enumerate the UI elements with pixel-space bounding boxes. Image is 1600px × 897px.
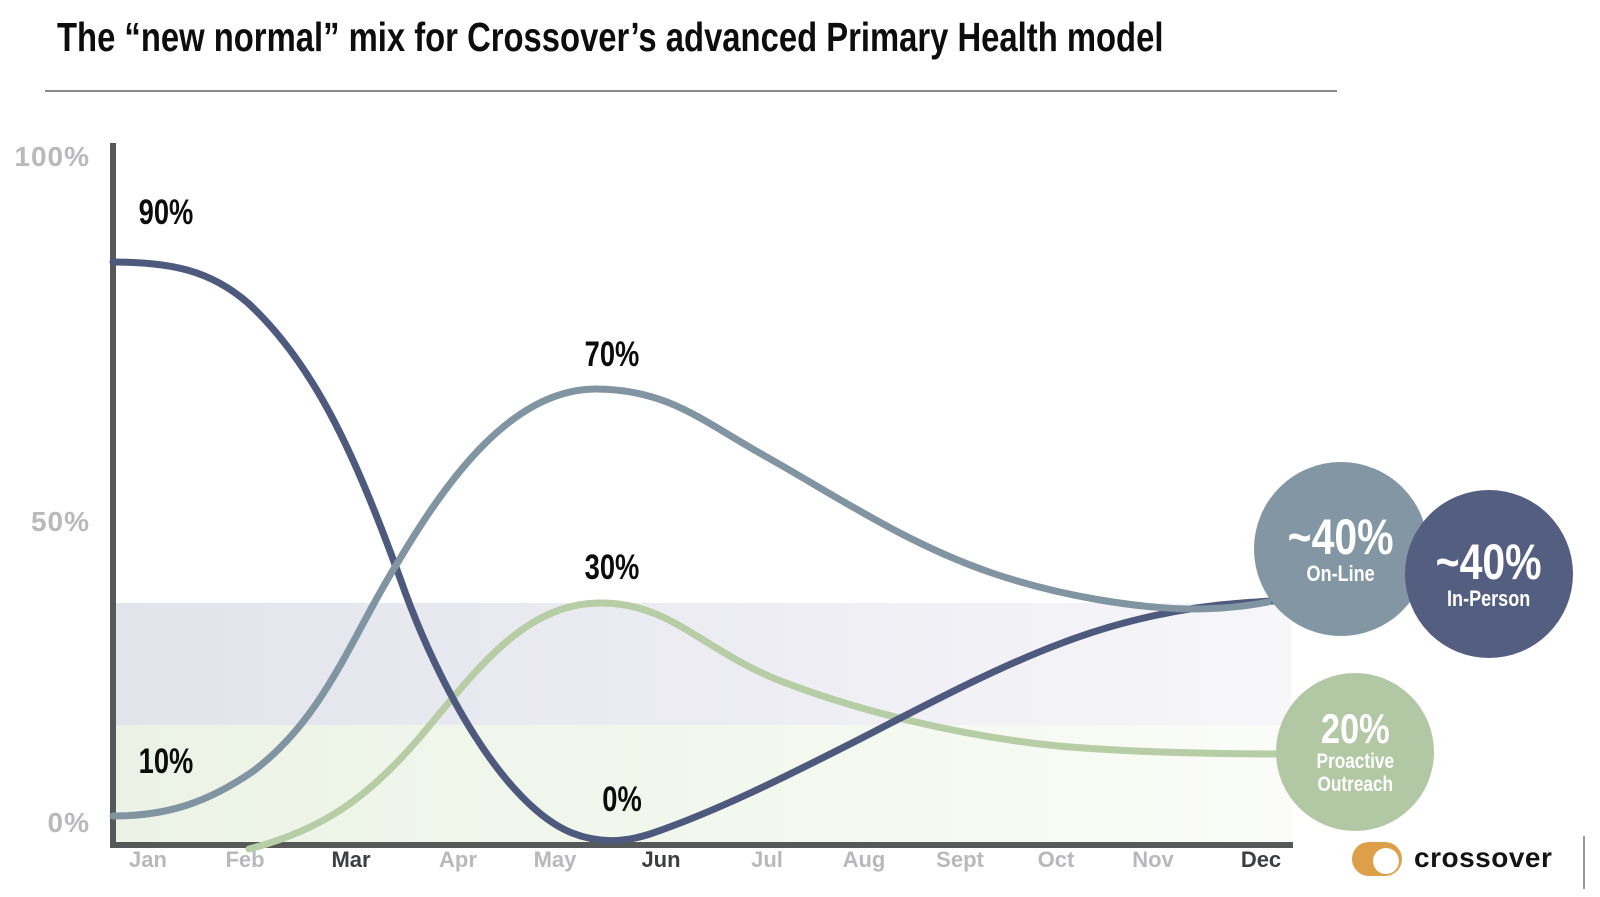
y-tick-0: 0% (47, 807, 90, 838)
x-tick-jan: Jan (129, 847, 167, 872)
bubble-on-line: ~40% On-Line (1254, 462, 1428, 636)
title-divider (45, 90, 1337, 92)
y-axis (110, 143, 116, 848)
x-tick-sept: Sept (936, 847, 984, 872)
bubble-in-person: ~40% In-Person (1405, 490, 1573, 658)
x-tick-mar: Mar (331, 847, 371, 872)
bubble-proactive-outreach: 20% Proactive Outreach (1276, 673, 1434, 831)
band-mid (116, 603, 1291, 725)
x-tick-oct: Oct (1037, 847, 1075, 872)
toggle-icon (1352, 842, 1402, 876)
x-tick-aug: Aug (842, 847, 886, 872)
x-tick-nov: Nov (1132, 847, 1174, 872)
x-tick-may: May (533, 847, 577, 872)
bubble-proactive-label-1: Proactive (1316, 749, 1394, 773)
x-axis (110, 842, 1293, 848)
page-title: The “new normal” mix for Crossover’s adv… (57, 14, 1164, 60)
logo-wordmark: crossover (1414, 842, 1553, 873)
point-label-90: 90% (138, 193, 194, 232)
bubble-in-person-label: In-Person (1447, 585, 1531, 611)
toggle-knob-icon (1373, 848, 1399, 874)
y-tick-100: 100% (14, 141, 90, 172)
y-tick-50: 50% (30, 506, 90, 537)
point-label-0: 0% (602, 780, 642, 819)
bubble-on-line-value: ~40% (1287, 508, 1395, 565)
point-label-30: 30% (584, 548, 640, 587)
bubble-on-line-label: On-Line (1306, 560, 1376, 586)
x-tick-apr: Apr (439, 847, 477, 872)
bubble-proactive-label-2: Outreach (1317, 773, 1393, 796)
bubble-in-person-value: ~40% (1435, 533, 1543, 590)
footer-divider (1583, 836, 1585, 889)
x-tick-jun: Jun (641, 847, 681, 872)
band-low (116, 725, 1291, 842)
series-proactive-outreach-line (245, 599, 1286, 853)
x-tick-jul: Jul (751, 847, 783, 872)
x-tick-dec: Dec (1240, 847, 1282, 872)
x-tick-feb: Feb (225, 847, 265, 872)
point-label-70: 70% (584, 335, 640, 374)
series-on-line-line (109, 385, 1272, 820)
point-label-10: 10% (138, 742, 194, 781)
bubble-proactive-value: 20% (1320, 704, 1390, 752)
